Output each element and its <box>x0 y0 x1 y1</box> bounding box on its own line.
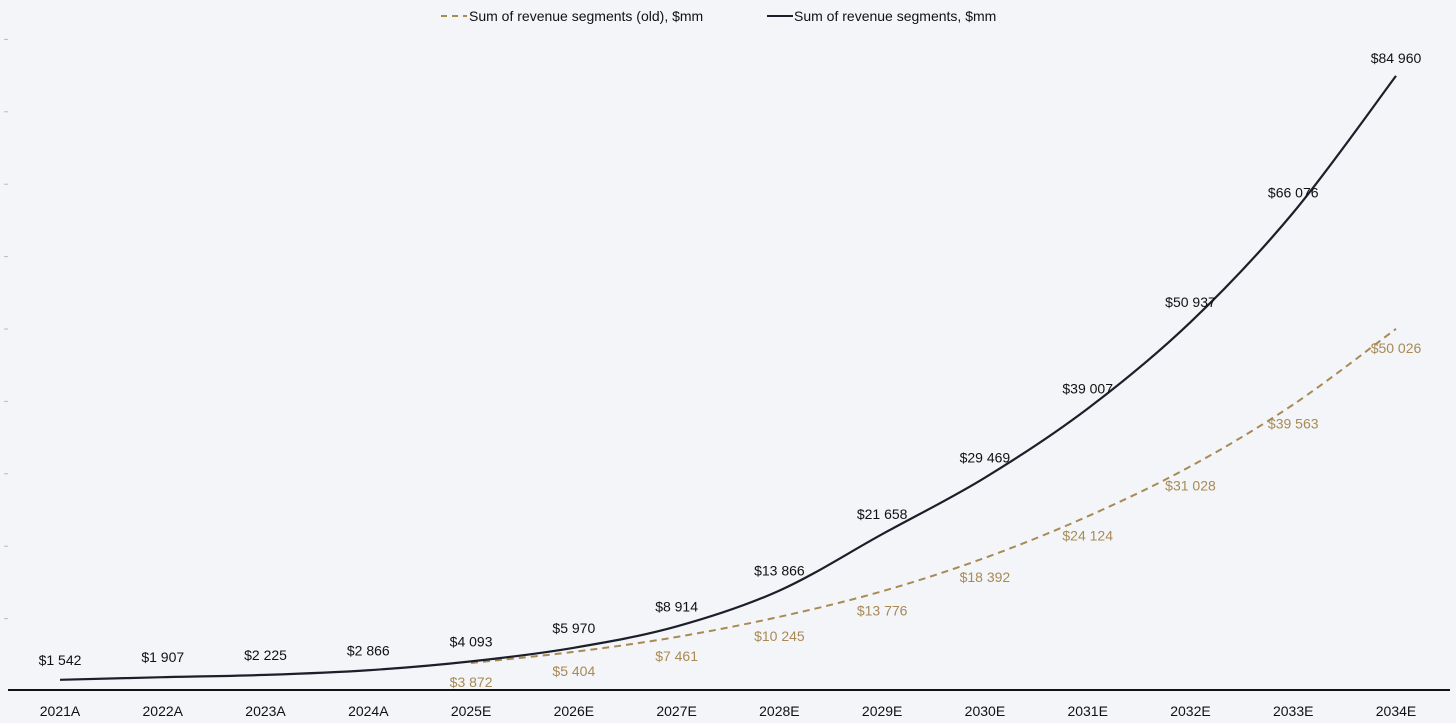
x-tick-label: 2034E <box>1376 703 1416 719</box>
x-tick-label: 2022A <box>143 703 184 719</box>
data-labels: $3 872 $5 404 $7 461 $10 245 $13 776 $18 392 $… <box>39 50 1422 690</box>
data-label: $39 007 <box>1062 381 1113 397</box>
series-line-new <box>59 75 1397 681</box>
data-label: $2 225 <box>244 647 287 663</box>
data-label: $10 245 <box>754 628 805 644</box>
data-label: $29 469 <box>960 450 1011 466</box>
legend-label-old: Sum of revenue segments (old), $mm <box>469 8 703 24</box>
data-label: $31 028 <box>1165 477 1216 493</box>
y-axis-ticks <box>4 38 8 620</box>
data-label: $4 093 <box>450 633 493 649</box>
data-label: $50 937 <box>1165 294 1216 310</box>
x-tick-label: 2033E <box>1273 703 1313 719</box>
data-label: $8 914 <box>655 598 698 614</box>
data-label: $21 658 <box>857 506 908 522</box>
data-label: $13 776 <box>857 602 908 618</box>
data-label: $39 563 <box>1268 416 1319 432</box>
data-label: $13 866 <box>754 563 805 579</box>
data-label: $50 026 <box>1371 340 1422 356</box>
series-lines <box>59 75 1397 681</box>
x-tick-label: 2027E <box>656 703 696 719</box>
data-label: $24 124 <box>1062 527 1113 543</box>
data-label: $5 970 <box>552 620 595 636</box>
x-tick-label: 2026E <box>554 703 594 719</box>
x-tick-label: 2021A <box>40 703 81 719</box>
x-tick-label: 2032E <box>1170 703 1210 719</box>
x-tick-label: 2030E <box>965 703 1005 719</box>
x-tick-label: 2023A <box>245 703 286 719</box>
series-line-old <box>470 328 1397 664</box>
data-label: $5 404 <box>552 663 595 679</box>
x-tick-label: 2031E <box>1067 703 1107 719</box>
x-tick-label: 2025E <box>451 703 491 719</box>
legend: Sum of revenue segments (old), $mm Sum o… <box>441 8 996 24</box>
data-label: $2 866 <box>347 642 390 658</box>
legend-label-new: Sum of revenue segments, $mm <box>794 8 996 24</box>
data-label: $66 076 <box>1268 185 1319 201</box>
data-label: $18 392 <box>960 569 1011 585</box>
data-label: $1 542 <box>39 652 82 668</box>
x-tick-label: 2028E <box>759 703 799 719</box>
x-axis-labels: 2021A 2022A 2023A 2024A 2025E 2026E 2027E 2028E… <box>40 703 1416 719</box>
x-tick-label: 2029E <box>862 703 902 719</box>
data-label: $84 960 <box>1371 50 1422 66</box>
x-tick-label: 2024A <box>348 703 389 719</box>
data-label: $7 461 <box>655 648 698 664</box>
data-label: $1 907 <box>141 649 184 665</box>
data-label: $3 872 <box>450 674 493 690</box>
